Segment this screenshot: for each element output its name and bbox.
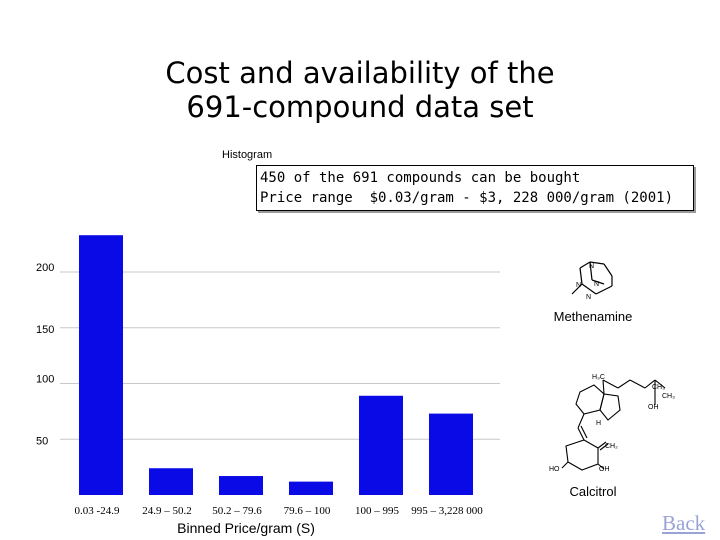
histogram-label: Histogram <box>222 149 273 161</box>
bar <box>219 476 263 495</box>
bar <box>149 468 193 495</box>
y-tick-label: 200 <box>36 262 54 274</box>
info-box: 450 of the 691 compounds can be bought P… <box>256 165 694 211</box>
y-tick-label: 150 <box>36 324 54 336</box>
x-category-label: 995 – 3,228 000 <box>411 505 483 517</box>
svg-text:OH: OH <box>599 466 610 473</box>
svg-text:N: N <box>594 281 599 288</box>
bar <box>429 413 473 495</box>
svg-text:HO: HO <box>549 466 560 473</box>
x-category-label: 24.9 – 50.2 <box>142 505 192 517</box>
bar <box>79 235 123 495</box>
calcitrol-atoms: H₃C CH₃ CH₃ OH H CH₂ HO OH <box>549 374 675 473</box>
x-category-label: 100 – 995 <box>355 505 400 517</box>
svg-text:CH₃: CH₃ <box>652 384 665 391</box>
svg-text:N: N <box>589 263 594 270</box>
x-axis-title: Binned Price/gram (S) <box>177 520 315 536</box>
info-line-compounds: 450 of the 691 compounds can be bought <box>260 170 581 186</box>
calcitrol-label: Calcitrol <box>570 484 617 499</box>
back-link[interactable]: Back <box>662 511 706 535</box>
slide-title: Cost and availability of the 691-compoun… <box>165 56 555 124</box>
svg-text:H: H <box>596 420 601 427</box>
methenamine-structure-icon <box>571 261 613 295</box>
y-tick-label: 100 <box>36 374 54 386</box>
svg-text:N: N <box>586 294 591 301</box>
calcitrol-structure-icon <box>561 379 666 471</box>
bar-layer <box>79 235 473 495</box>
grid-layer <box>60 271 500 440</box>
info-line-price-range: Price range $0.03/gram - $3, 228 000/gra… <box>260 190 674 206</box>
svg-text:OH: OH <box>648 404 659 411</box>
svg-text:N: N <box>576 282 581 289</box>
svg-text:CH₃: CH₃ <box>662 393 675 400</box>
bar <box>289 481 333 495</box>
x-category-label: 50.2 – 79.6 <box>212 505 262 517</box>
x-category-label: 79.6 – 100 <box>284 505 331 517</box>
methenamine-label: Methenamine <box>554 309 633 324</box>
y-tick-label: 50 <box>36 435 48 447</box>
bar <box>359 395 403 495</box>
x-category-label: 0.03 -24.9 <box>75 505 120 517</box>
svg-text:CH₂: CH₂ <box>605 443 618 450</box>
x-category-labels: 0.03 -24.9 24.9 – 50.2 50.2 – 79.6 79.6 – 1… <box>75 505 484 517</box>
svg-text:H₃C: H₃C <box>592 374 605 381</box>
methenamine-atoms: N N N N <box>576 263 599 301</box>
y-tick-labels: 50 100 150 200 <box>36 262 54 447</box>
